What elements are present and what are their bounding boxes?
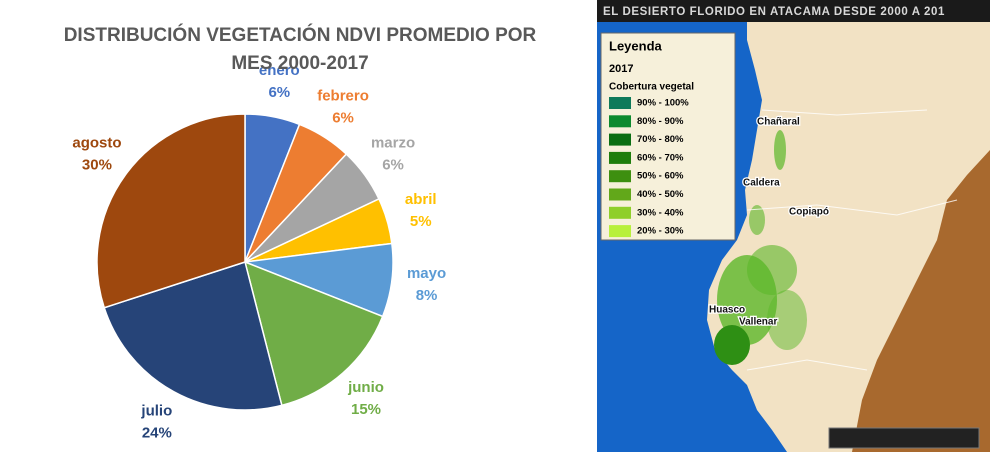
boundaries — [746, 109, 958, 371]
slice-value: 6% — [268, 84, 290, 101]
slice-label: junio — [347, 379, 384, 396]
slice-label: marzo — [371, 134, 415, 151]
vegetation — [714, 130, 807, 365]
legend-swatch — [609, 170, 631, 183]
legend-swatch — [609, 206, 631, 219]
legend-swatch — [609, 225, 631, 238]
legend-label: 40% - 50% — [637, 189, 684, 200]
logo — [828, 427, 980, 449]
legend-swatch — [609, 133, 631, 146]
title-bar — [597, 0, 990, 22]
legend-subtitle: Cobertura vegetal — [609, 82, 694, 93]
slice-label: enero — [259, 62, 300, 79]
legend-title: Leyenda — [609, 38, 663, 53]
slice-label: mayo — [407, 265, 446, 282]
slice-value: 8% — [416, 287, 438, 304]
legend-label: 70% - 80% — [637, 134, 684, 145]
legend-swatch — [609, 97, 631, 109]
slice-value: 30% — [82, 156, 112, 173]
pie-slice — [96, 113, 246, 309]
pie-slice — [103, 261, 283, 411]
chart-title: DISTRIBUCIÓN VEGETACIÓN NDVI PROMEDIO PO… — [63, 25, 537, 74]
slice-value: 24% — [142, 424, 172, 441]
slice-label: abril — [405, 191, 437, 208]
place-label: Caldera — [743, 178, 780, 189]
slice-label: agosto — [72, 134, 121, 151]
place-label: Chañaral — [757, 117, 800, 128]
legend-label: 80% - 90% — [637, 116, 684, 127]
legend-swatch — [609, 188, 631, 201]
legend-swatch — [609, 115, 631, 128]
map: EL DESIERTO FLORIDO EN ATACAMA DESDE 200… — [597, 0, 990, 452]
place-label: Copiapó — [789, 207, 829, 218]
slice-value: 15% — [351, 401, 381, 418]
map-title: EL DESIERTO FLORIDO EN ATACAMA DESDE 200… — [603, 6, 945, 18]
legend-label: 50% - 60% — [637, 171, 684, 182]
slice-label: julio — [140, 402, 172, 419]
legend-swatch — [609, 151, 631, 164]
slice-value: 6% — [332, 109, 354, 126]
legend-label: 60% - 70% — [637, 152, 684, 163]
legend-label: 90% - 100% — [637, 98, 689, 109]
pie-slice — [243, 260, 384, 407]
legend-label: 30% - 40% — [637, 207, 684, 218]
legend-year: 2017 — [609, 63, 633, 75]
slice-value: 6% — [382, 156, 404, 173]
highlands — [852, 150, 990, 452]
place-label: Vallenar — [739, 317, 777, 328]
legend-label: 20% - 30% — [637, 226, 684, 237]
place-label: Huasco — [709, 305, 745, 316]
pie-chart: enero 6% febrero 6% marzo 6% abril 5% mayo 8% juni… — [72, 62, 446, 441]
slice-value: 5% — [410, 213, 432, 230]
slice-label: febrero — [317, 87, 369, 104]
